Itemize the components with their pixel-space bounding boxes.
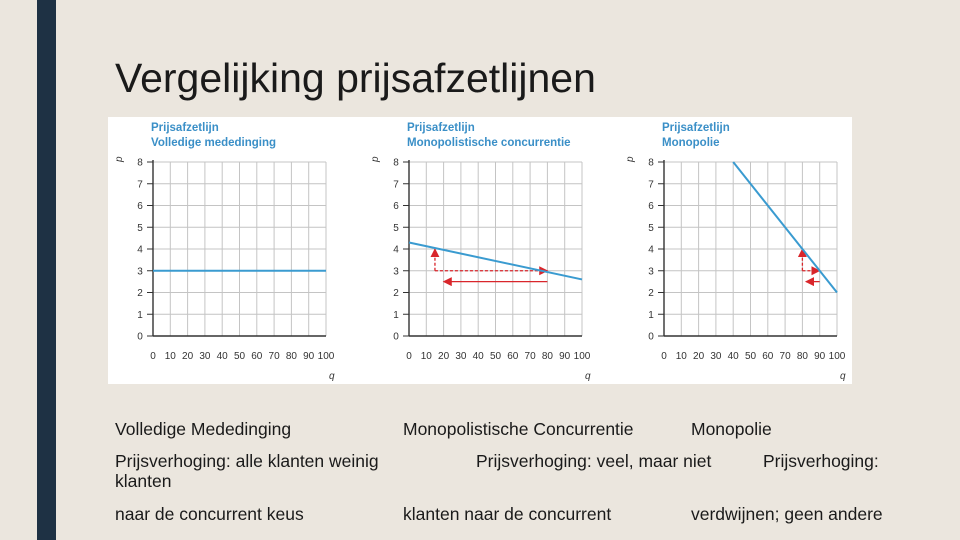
chart3-xtick-label: 60 <box>762 351 774 362</box>
chart1-xtick-label: 40 <box>217 351 229 362</box>
slide-title: Vergelijking prijsafzetlijnen <box>115 55 596 101</box>
chart1-xtick-label: 100 <box>318 351 335 362</box>
chart2-xtick-label: 70 <box>525 351 537 362</box>
chart2-xtick-label: 20 <box>438 351 450 362</box>
chart2-ytick-label: 3 <box>393 266 399 277</box>
chart3-ylabel: p <box>625 156 636 163</box>
caption-col2-line2: klanten naar de concurrent <box>403 504 612 524</box>
chart2-ytick-label: 2 <box>393 288 399 299</box>
chart3-ytick-label: 6 <box>648 201 654 212</box>
chart3-xtick-label: 10 <box>676 351 688 362</box>
caption-col3-line2: verdwijnen; geen andere <box>691 504 883 524</box>
chart3-ytick-label: 0 <box>648 332 654 343</box>
chart2-ytick-label: 1 <box>393 310 399 321</box>
chart1-title: Prijsafzetlijn <box>151 122 219 134</box>
chart2-ytick-label: 4 <box>393 245 399 256</box>
chart3-subtitle: Monopolie <box>662 137 720 149</box>
chart3-ytick-label: 7 <box>648 179 654 190</box>
chart1-xtick-label: 80 <box>286 351 298 362</box>
chart3-xtick-label: 0 <box>661 351 667 362</box>
chart3-ytick-label: 1 <box>648 310 654 321</box>
chart1-ytick-label: 4 <box>137 245 143 256</box>
chart3-title: Prijsafzetlijn <box>662 122 730 134</box>
chart3-xtick-label: 90 <box>814 351 826 362</box>
chart2-xtick-label: 30 <box>455 351 467 362</box>
left-accent-bar <box>37 0 56 540</box>
chart3-ytick-label: 3 <box>648 266 654 277</box>
chart-figure: Prijsafzetlijn Volledige mededinging 0 10 20… <box>108 117 852 384</box>
chart2-demand-line <box>408 241 583 281</box>
chart1-xtick-label: 10 <box>165 351 177 362</box>
chart1-subtitle: Volledige mededinging <box>151 137 276 149</box>
chart3-xtick-label: 80 <box>797 351 809 362</box>
chart2-ytick-label: 6 <box>393 201 399 212</box>
chart1-xlabel: q <box>329 371 335 382</box>
chart1-ytick-label: 2 <box>137 288 143 299</box>
chart1-ytick-label: 1 <box>137 310 143 321</box>
chart1-ytick-label: 3 <box>137 266 143 277</box>
chart2-xtick-label: 90 <box>559 351 571 362</box>
chart2-xtick-label: 100 <box>574 351 591 362</box>
chart1-ytick-label: 5 <box>137 223 143 234</box>
chart1-xtick-label: 90 <box>303 351 315 362</box>
chart1-ytick-label: 0 <box>137 332 143 343</box>
caption-col1-line2: naar de concurrent keus <box>115 504 304 524</box>
chart1-xtick-label: 30 <box>199 351 211 362</box>
chart1-xtick-label: 60 <box>251 351 263 362</box>
chart2-xtick-label: 40 <box>473 351 485 362</box>
chart2-xtick-label: 10 <box>421 351 433 362</box>
chart3-demand-line <box>732 161 838 294</box>
chart2-xtick-label: 50 <box>490 351 502 362</box>
chart3-ytick-label: 5 <box>648 223 654 234</box>
chart3-ytick-label: 4 <box>648 245 654 256</box>
chart2-ytick-label: 5 <box>393 223 399 234</box>
caption-col3-heading: Monopolie <box>691 419 772 439</box>
chart3-ytick-label: 8 <box>648 158 654 169</box>
chart3-xtick-label: 40 <box>728 351 740 362</box>
chart2-xlabel: q <box>585 371 591 382</box>
chart1-ylabel: p <box>114 156 125 163</box>
chart2-xtick-label: 0 <box>406 351 412 362</box>
chart1-xtick-label: 70 <box>269 351 281 362</box>
chart2-xtick-label: 60 <box>507 351 519 362</box>
chart2-ytick-label: 0 <box>393 332 399 343</box>
chart1-xtick-label: 0 <box>150 351 156 362</box>
chart2-ylabel: p <box>370 156 381 163</box>
chart2-ytick-label: 8 <box>393 158 399 169</box>
chart1-ytick-label: 8 <box>137 158 143 169</box>
chart1-ytick-label: 7 <box>137 179 143 190</box>
chart3-xtick-label: 100 <box>829 351 846 362</box>
chart2-xtick-label: 80 <box>542 351 554 362</box>
caption-col2-heading: Monopolistische Concurrentie <box>403 419 634 439</box>
chart2-ytick-label: 7 <box>393 179 399 190</box>
chart1-xtick-label: 20 <box>182 351 194 362</box>
chart1-ytick-label: 6 <box>137 201 143 212</box>
chart2-subtitle: Monopolistische concurrentie <box>407 137 571 149</box>
chart2-title: Prijsafzetlijn <box>407 122 475 134</box>
caption-col2-line1: Prijsverhoging: veel, maar niet <box>476 451 712 471</box>
chart1-xtick-label: 50 <box>234 351 246 362</box>
chart3-xlabel: q <box>840 371 846 382</box>
caption-col1-heading: Volledige Mededinging <box>115 419 292 439</box>
chart3-xtick-label: 20 <box>693 351 705 362</box>
chart3-xtick-label: 30 <box>710 351 722 362</box>
caption-col1-line1: Prijsverhoging: alle klanten weinig klan… <box>115 451 379 491</box>
chart3-ytick-label: 2 <box>648 288 654 299</box>
chart3-xtick-label: 50 <box>745 351 757 362</box>
caption-col3-line1: Prijsverhoging: <box>763 451 879 471</box>
chart3-xtick-label: 70 <box>780 351 792 362</box>
